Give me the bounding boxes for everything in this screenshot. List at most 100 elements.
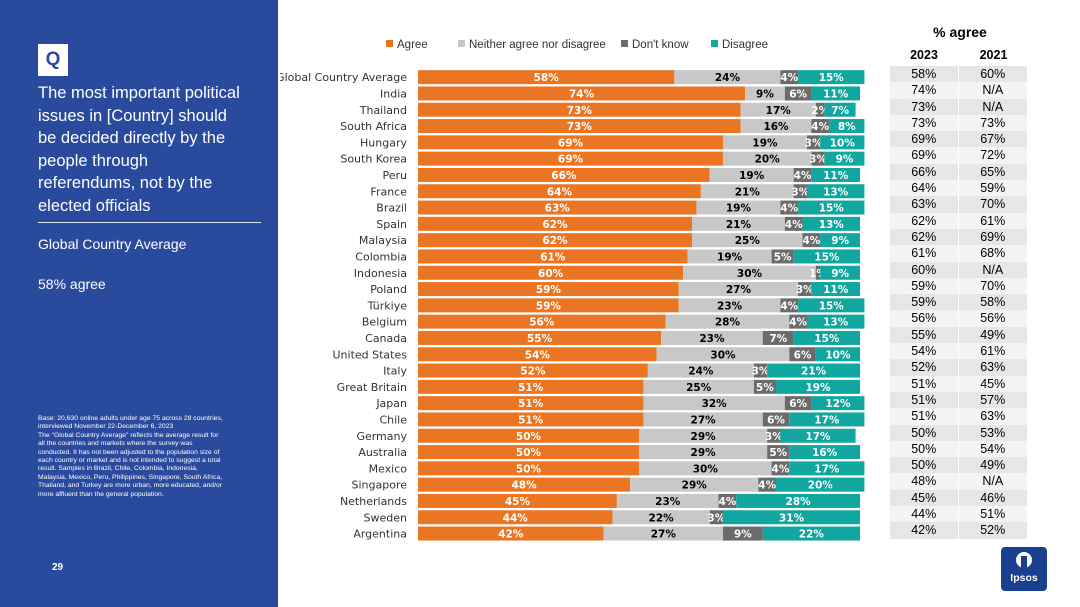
data-label: 50% — [516, 431, 542, 443]
category-label: France — [370, 185, 407, 198]
data-label: 4% — [718, 496, 736, 508]
cell-2023: 51% — [890, 391, 958, 409]
cell-2021: 53% — [959, 424, 1027, 441]
data-label: 17% — [814, 463, 840, 475]
cell-2021: N/A — [959, 82, 1027, 99]
bar-segment — [418, 477, 631, 492]
bar-segment — [678, 298, 781, 313]
bar-segment — [612, 510, 710, 525]
cell-2023: 50% — [890, 457, 958, 474]
bar-segment — [780, 70, 799, 85]
category-label: Hungary — [360, 136, 407, 149]
bar-segment — [687, 249, 772, 264]
bar-segment — [806, 314, 865, 329]
data-label: 61% — [540, 251, 566, 263]
bar-segment — [418, 526, 604, 541]
data-label: 3% — [752, 366, 770, 378]
data-label: 9% — [836, 154, 854, 166]
data-label: 5% — [769, 447, 787, 459]
cell-2023: 55% — [890, 326, 958, 344]
legend-label: Don't know — [632, 39, 689, 51]
table-row: 48% N/A — [890, 473, 1028, 490]
data-label: 45% — [505, 496, 531, 508]
bar-segment — [709, 510, 723, 525]
question-line: people through — [38, 151, 149, 170]
data-label: 69% — [558, 154, 584, 166]
category-label: South Korea — [340, 153, 407, 166]
bar-segment — [745, 86, 785, 101]
category-label: Sweden — [364, 511, 407, 524]
cell-2021: 69% — [959, 228, 1027, 246]
bar-segment — [793, 249, 860, 264]
category-label: United States — [333, 348, 408, 361]
category-label: Brazil — [376, 202, 407, 215]
bar-segment — [758, 477, 777, 492]
data-label: 17% — [814, 414, 840, 426]
data-label: 6% — [794, 349, 812, 361]
data-label: 25% — [686, 382, 712, 394]
table-row: 50% 53% — [890, 424, 1028, 441]
table-row: 50% 49% — [890, 457, 1028, 474]
data-label: 4% — [794, 170, 812, 182]
cell-2021: 70% — [959, 196, 1027, 213]
category-label: Global Country Average — [280, 71, 407, 84]
data-label: 29% — [691, 447, 717, 459]
bar-segment — [815, 102, 825, 117]
bar-segment — [418, 86, 746, 101]
bar-segment — [418, 330, 662, 345]
bar-segment — [643, 412, 763, 427]
data-label: 15% — [814, 333, 840, 345]
footnote-line: interviewed November 22-December 6, 2023 — [38, 423, 174, 431]
bar-segment — [418, 461, 639, 476]
cell-2021: 63% — [959, 359, 1027, 376]
bar-segment — [418, 119, 741, 134]
data-label: 64% — [547, 186, 573, 198]
data-label: 23% — [717, 300, 743, 312]
data-label: 4% — [780, 203, 798, 215]
bar-segment — [806, 184, 865, 199]
bar-segment — [678, 282, 799, 297]
category-label: Türkiye — [367, 299, 408, 312]
data-label: 15% — [819, 72, 845, 84]
category-label: Mexico — [369, 462, 408, 475]
data-label: 3% — [707, 512, 725, 524]
cell-2023: 56% — [890, 310, 958, 327]
cell-2021: 49% — [959, 326, 1027, 344]
data-label: 29% — [682, 480, 708, 492]
data-label: 59% — [536, 284, 562, 296]
bar-segment — [722, 135, 807, 150]
question-line: issues in [Country] should — [38, 106, 227, 125]
data-label: 9% — [734, 529, 752, 541]
data-label: 17% — [766, 105, 792, 117]
bar-segment — [762, 330, 794, 345]
bar-segment — [683, 265, 816, 280]
category-label: Canada — [365, 332, 407, 345]
bar-segment — [789, 445, 860, 460]
cell-2021: 67% — [959, 131, 1027, 148]
data-label: 19% — [752, 137, 778, 149]
data-label: 5% — [756, 382, 774, 394]
cell-2023: 60% — [890, 261, 958, 278]
cell-2021: N/A — [959, 98, 1027, 115]
category-label: Great Britain — [337, 381, 407, 394]
question-text: The most important political issues in [… — [38, 82, 264, 217]
cell-2021: 61% — [959, 212, 1027, 229]
bar-segment — [798, 298, 865, 313]
cell-2023: 64% — [890, 180, 958, 197]
bar-segment — [753, 379, 777, 394]
data-label: 50% — [516, 447, 542, 459]
bar-segment — [603, 526, 723, 541]
cell-2023: 63% — [890, 196, 958, 213]
category-label: Netherlands — [340, 495, 407, 508]
cell-2021: 63% — [959, 408, 1027, 425]
agree-table: % agree 2023 2021 58% 60% 74% N/A 73% N/A 73% 7… — [890, 0, 1030, 607]
data-label: 7% — [769, 333, 787, 345]
data-label: 60% — [538, 268, 564, 280]
footnote-line: The "Global Country Average" reflects th… — [38, 431, 219, 439]
bar-segment — [798, 282, 812, 297]
bar-segment — [736, 493, 860, 508]
bar-segment — [418, 510, 613, 525]
divider — [38, 222, 261, 223]
bar-segment — [630, 477, 759, 492]
data-label: 15% — [819, 300, 845, 312]
